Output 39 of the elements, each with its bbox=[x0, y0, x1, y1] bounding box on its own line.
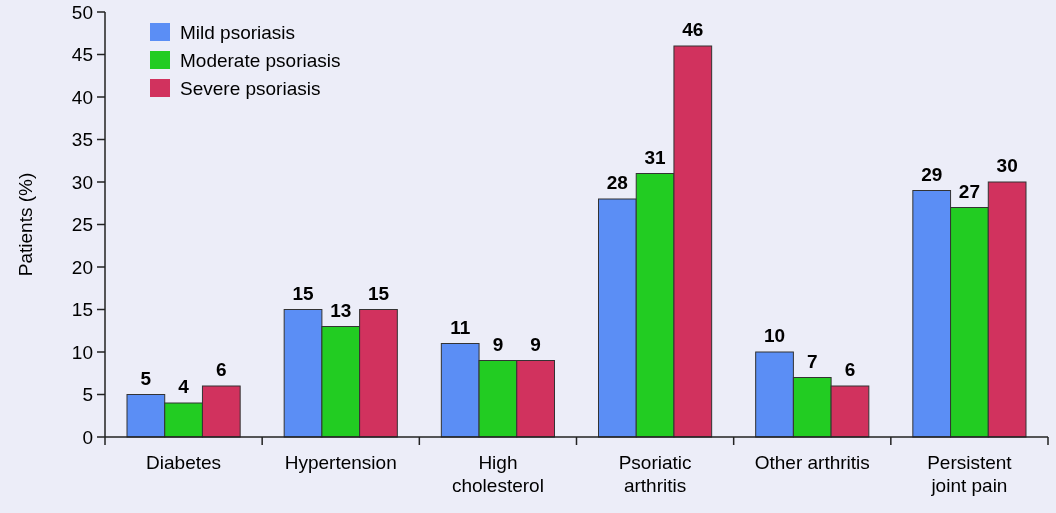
x-tick-label: Other arthritis bbox=[754, 452, 870, 473]
data-label: 7 bbox=[806, 350, 818, 372]
x-tick-label: Diabetes bbox=[146, 452, 222, 473]
y-tick-label: 10 bbox=[71, 341, 93, 363]
data-label: 46 bbox=[682, 19, 704, 40]
x-tick-label: Hypertension bbox=[284, 452, 397, 473]
x-tick-label: High cholesterol bbox=[451, 452, 544, 496]
y-tick-label: 25 bbox=[71, 214, 93, 236]
legend-label: Mild psoriasis bbox=[180, 21, 296, 43]
y-tick-label: 15 bbox=[71, 299, 93, 321]
y-tick-label: 30 bbox=[71, 171, 93, 193]
data-label: 13 bbox=[330, 299, 352, 321]
legend-label: Moderate psoriasis bbox=[180, 49, 341, 71]
y-tick-label: 5 bbox=[82, 384, 93, 406]
data-label: 15 bbox=[367, 282, 390, 304]
y-tick-label: 35 bbox=[71, 129, 93, 151]
data-label: 10 bbox=[763, 325, 786, 346]
data-label: 9 bbox=[492, 333, 504, 355]
y-tick-label: 45 bbox=[71, 44, 93, 66]
y-tick-label: 20 bbox=[71, 256, 93, 278]
data-label: 29 bbox=[921, 163, 943, 185]
y-axis-title: Patients (%) bbox=[15, 172, 36, 277]
legend-label: Severe psoriasis bbox=[180, 77, 321, 99]
y-tick-label: 50 bbox=[71, 1, 93, 23]
data-label: 9 bbox=[530, 333, 541, 355]
data-label: 11 bbox=[450, 316, 471, 338]
data-label: 30 bbox=[996, 155, 1018, 176]
data-label: 6 bbox=[844, 359, 856, 380]
data-label: 31 bbox=[644, 146, 667, 168]
y-tick-label: 40 bbox=[71, 86, 93, 108]
x-tick-label: Persistent joint pain bbox=[927, 452, 1013, 496]
y-tick-label: 0 bbox=[82, 426, 93, 448]
data-label: 5 bbox=[140, 367, 152, 389]
data-label: 6 bbox=[216, 359, 227, 380]
data-label: 15 bbox=[292, 282, 315, 304]
data-label: 28 bbox=[606, 172, 628, 193]
x-tick-label: Psoriatic arthritis bbox=[618, 452, 692, 496]
data-label: 4 bbox=[178, 376, 190, 397]
data-label: 27 bbox=[958, 180, 980, 202]
